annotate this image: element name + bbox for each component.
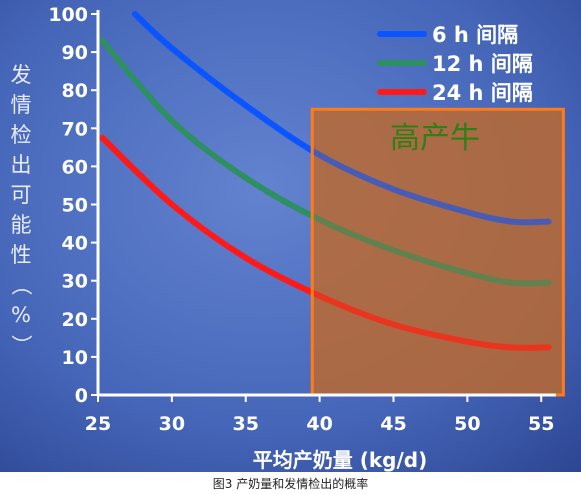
y-tick-label: 40 <box>62 233 88 255</box>
y-tick-label: 100 <box>48 4 88 26</box>
high-yield-region-label: 高产牛 <box>390 121 480 156</box>
y-axis-title-char: 发 <box>11 63 32 87</box>
y-axis-title-char: （ <box>9 275 33 296</box>
x-tick-label: 40 <box>306 413 332 435</box>
legend-label: 6 h 间隔 <box>432 23 518 47</box>
x-axis-title: 平均产奶量 (kg/d) <box>253 448 427 472</box>
high-yield-region-overlay <box>312 109 564 395</box>
x-tick-label: 50 <box>454 413 480 435</box>
legend-label: 24 h 间隔 <box>432 81 533 105</box>
x-tick-label: 35 <box>233 413 259 435</box>
y-axis-title-char: 情 <box>11 93 32 117</box>
y-axis-title-char: ） <box>9 335 33 356</box>
figure-caption: 图3 产奶量和发情检出的概率 <box>212 477 369 491</box>
y-axis-title-char: 能 <box>11 213 32 237</box>
x-tick-label: 30 <box>159 413 185 435</box>
series-line-2 <box>99 37 552 287</box>
y-tick-label: 90 <box>62 42 88 64</box>
legend-label: 12 h 间隔 <box>432 52 533 76</box>
y-tick-label: 0 <box>75 385 88 407</box>
chart-plot: 0 10 20 30 40 50 60 70 80 90 100 25 30 35 40 45 50 55 发情检… <box>0 0 581 472</box>
series-line-1 <box>131 11 552 226</box>
y-tick-label: 50 <box>62 195 88 217</box>
y-axis-title-char: 性 <box>11 243 32 267</box>
y-tick-label: 60 <box>62 156 88 178</box>
x-tick-label: 45 <box>380 413 406 435</box>
x-tick-label: 25 <box>85 413 111 435</box>
y-tick-label: 70 <box>62 118 88 140</box>
series-line-3 <box>99 134 552 351</box>
y-axis-title-char: 出 <box>11 153 32 177</box>
y-axis-title-char: % <box>11 303 31 327</box>
y-axis-title-char: 可 <box>11 183 32 207</box>
y-axis-title-char: 检 <box>11 123 32 147</box>
x-tick-label: 55 <box>528 413 554 435</box>
y-tick-label: 30 <box>62 271 88 293</box>
y-tick-label: 20 <box>62 309 88 331</box>
y-tick-label: 80 <box>62 80 88 102</box>
y-tick-label: 10 <box>62 347 88 369</box>
